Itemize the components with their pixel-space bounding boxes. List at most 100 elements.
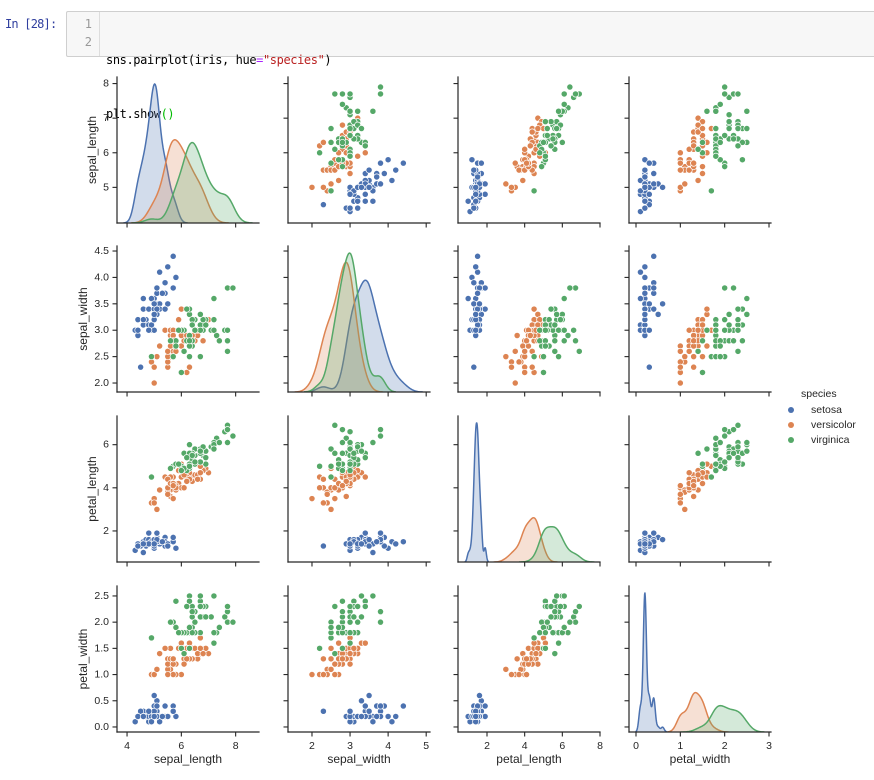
scatter-point-virginica: [557, 602, 564, 610]
scatter-point-virginica: [560, 623, 568, 631]
scatter-point-versicolor: [703, 305, 711, 313]
scatter-point-versicolor: [699, 163, 706, 171]
scatter-point-versicolor: [694, 128, 702, 136]
scatter-point-virginica: [188, 629, 196, 637]
y-axis-label: petal_width: [76, 629, 90, 690]
scatter-point-setosa: [472, 197, 480, 205]
scatter-point-virginica: [210, 326, 218, 334]
kde-line-virginica: [680, 704, 765, 732]
scatter-point-versicolor: [331, 660, 339, 668]
kde-line-virginica: [304, 252, 396, 392]
x-tick-label: 4: [124, 740, 130, 752]
scatter-point-virginica: [716, 100, 724, 108]
scatter-point-virginica: [191, 618, 199, 626]
scatter-point-virginica: [734, 125, 742, 133]
scatter-point-setosa: [373, 713, 381, 720]
scatter-point-virginica: [555, 639, 563, 647]
code-line[interactable]: sns.pairplot(iris, hue="species"): [106, 51, 332, 69]
scatter-point-setosa: [365, 692, 373, 699]
scatter-point-virginica: [175, 629, 183, 637]
code-editor[interactable]: 1 2 sns.pairplot(iris, hue="species") pl…: [66, 11, 874, 121]
kde-fill-versicolor: [131, 139, 229, 223]
scatter-point-virginica: [555, 326, 563, 334]
scatter-point-setosa: [365, 536, 373, 544]
scatter-point-virginica: [188, 321, 196, 329]
kde-line-setosa: [123, 83, 188, 223]
scatter-point-setosa: [161, 702, 169, 710]
scatter-point-versicolor: [532, 650, 540, 658]
line-number: 2: [84, 35, 92, 49]
y-tick-label: 2.0: [94, 377, 109, 389]
y-tick-label: 1.5: [94, 642, 109, 654]
scatter-point-virginica: [369, 107, 377, 115]
scatter-point-virginica: [564, 332, 572, 339]
scatter-point-versicolor: [323, 490, 331, 498]
legend-marker-icon: [788, 407, 794, 413]
scatter-point-setosa: [319, 707, 327, 715]
y-tick-label: 7: [103, 112, 109, 124]
kde-fill-virginica: [518, 526, 595, 562]
scatter-point-virginica: [377, 90, 384, 98]
scatter-point-virginica: [346, 467, 354, 475]
scatter-point-versicolor: [342, 477, 350, 485]
scatter-point-virginica: [338, 138, 346, 146]
scatter-point-virginica: [213, 332, 221, 339]
x-axis-label: sepal_width: [327, 752, 390, 766]
scatter-point-virginica: [369, 439, 377, 446]
code-token: ): [324, 53, 332, 67]
scatter-point-virginica: [560, 592, 568, 600]
scatter-point-virginica: [148, 634, 155, 642]
scatter-point-virginica: [566, 618, 574, 626]
scatter-point-setosa: [481, 284, 489, 292]
scatter-point-virginica: [177, 644, 185, 652]
scatter-point-setosa: [139, 295, 147, 302]
scatter-point-versicolor: [676, 149, 684, 157]
scatter-point-versicolor: [180, 660, 188, 668]
scatter-point-setosa: [358, 697, 365, 705]
subplot-sepal_width-vs-petal_length: [453, 245, 601, 397]
legend-marker-icon: [788, 437, 794, 443]
subplot-petal_width-vs-sepal_width: 2 3 4 5 sepal_width: [283, 585, 431, 766]
code-line[interactable]: plt.show(): [106, 105, 331, 123]
code-area[interactable]: sns.pairplot(iris, hue="species") plt.sh…: [100, 12, 332, 121]
scatter-point-virginica: [699, 337, 706, 345]
scatter-point-virginica: [148, 353, 155, 361]
scatter-point-virginica: [725, 93, 733, 101]
kde-fill-virginica: [680, 705, 765, 732]
scatter-area: [308, 83, 407, 216]
kde-line-versicolor: [493, 516, 558, 562]
scatter-point-virginica: [541, 326, 549, 334]
scatter-point-virginica: [358, 592, 365, 600]
scatter-point-virginica: [327, 125, 335, 133]
scatter-point-virginica: [196, 602, 204, 610]
scatter-point-virginica: [316, 644, 324, 652]
scatter-point-virginica: [199, 316, 207, 324]
scatter-point-versicolor: [515, 671, 523, 679]
scatter-point-versicolor: [508, 363, 515, 371]
scatter-area: [131, 592, 237, 726]
scatter-point-virginica: [354, 602, 362, 610]
scatter-point-versicolor: [526, 142, 534, 150]
scatter-point-virginica: [377, 432, 384, 440]
scatter-point-setosa: [346, 540, 354, 548]
scatter-point-virginica: [551, 347, 559, 355]
line-number-gutter: 1 2: [67, 12, 100, 56]
scatter-point-virginica: [167, 464, 174, 472]
scatter-point-virginica: [543, 125, 551, 133]
scatter-point-virginica: [543, 618, 551, 626]
scatter-point-virginica: [694, 449, 702, 457]
scatter-point-versicolor: [150, 499, 158, 507]
scatter-point-virginica: [725, 310, 733, 318]
scatter-point-virginica: [377, 608, 384, 616]
scatter-point-virginica: [186, 353, 193, 361]
kde-area: [294, 252, 423, 392]
scatter-point-virginica: [530, 634, 538, 642]
scatter-point-versicolor: [521, 369, 529, 376]
scatter-point-virginica: [377, 83, 384, 91]
scatter-point-virginica: [338, 90, 346, 98]
scatter-point-virginica: [167, 618, 174, 626]
y-tick-label: 4: [103, 482, 109, 494]
scatter-point-virginica: [169, 353, 177, 361]
scatter-point-versicolor: [690, 142, 698, 150]
scatter-point-virginica: [734, 443, 742, 451]
